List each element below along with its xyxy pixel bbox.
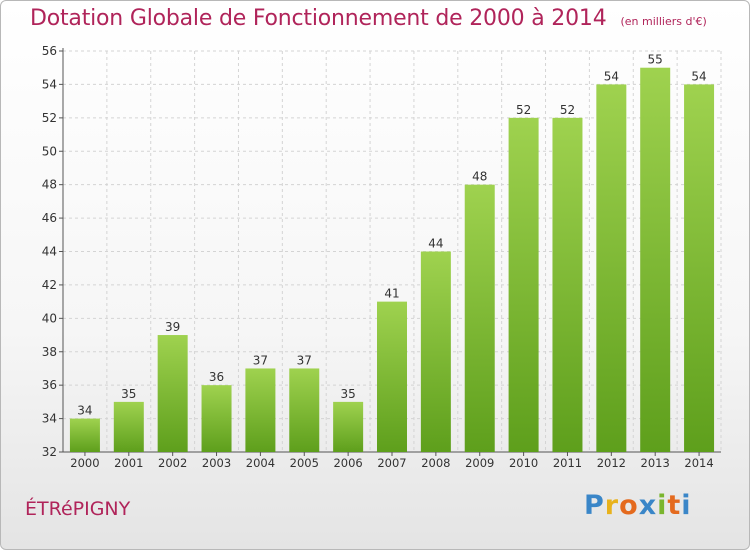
logo-letter: t <box>667 490 682 521</box>
bar <box>684 84 715 453</box>
y-tick-label: 32 <box>42 445 57 459</box>
data-label: 35 <box>121 387 136 401</box>
bar <box>113 401 144 452</box>
bar <box>552 117 583 452</box>
commune-name: ÉTRéPIGNY <box>25 498 131 520</box>
y-tick-label: 38 <box>42 345 57 359</box>
x-tick-label: 2002 <box>158 456 187 470</box>
x-tick-label: 2010 <box>509 456 538 470</box>
data-label: 41 <box>384 287 399 301</box>
data-label: 52 <box>516 103 531 117</box>
bar <box>596 84 627 453</box>
data-label: 37 <box>253 353 268 367</box>
data-label: 35 <box>340 387 355 401</box>
logo-letter: P <box>584 490 605 521</box>
data-label: 36 <box>209 370 224 384</box>
x-tick-label: 2012 <box>597 456 626 470</box>
logo-letter: i <box>657 490 668 521</box>
y-tick-label: 50 <box>42 144 57 158</box>
data-label: 54 <box>604 69 619 83</box>
data-label: 39 <box>165 320 180 334</box>
bar <box>464 184 495 452</box>
logo-letter: r <box>604 490 620 521</box>
bar <box>377 301 407 452</box>
bar <box>333 401 364 452</box>
y-tick-label: 52 <box>42 111 57 125</box>
y-tick-label: 36 <box>42 378 57 392</box>
chart-title: Dotation Globale de Fonctionnement de 20… <box>30 6 607 31</box>
data-label: 37 <box>297 353 312 367</box>
x-tick-label: 2011 <box>553 456 582 470</box>
y-tick-label: 34 <box>42 412 57 426</box>
x-tick-label: 2004 <box>246 456 275 470</box>
bar <box>157 335 188 452</box>
bars <box>69 67 715 453</box>
x-tick-label: 2005 <box>290 456 319 470</box>
x-tick-label: 2006 <box>333 456 362 470</box>
x-tick-label: 2001 <box>114 456 143 470</box>
bar <box>420 251 451 452</box>
data-label: 48 <box>472 170 487 184</box>
y-tick-label: 42 <box>42 278 57 292</box>
chart-subtitle: (en milliers d'€) <box>620 15 707 28</box>
bar <box>508 117 539 452</box>
y-tick-label: 48 <box>42 178 57 192</box>
data-label: 44 <box>428 237 443 251</box>
bar <box>201 385 232 452</box>
x-tick-label: 2014 <box>684 456 713 470</box>
y-tick-label: 46 <box>42 211 57 225</box>
x-tick-label: 2009 <box>465 456 494 470</box>
x-tick-label: 2013 <box>641 456 670 470</box>
bar <box>640 67 671 452</box>
logo-letter: o <box>619 490 639 521</box>
x-tick-label: 2000 <box>70 456 99 470</box>
labels: 32 34 36 38 40 42 44 46 48 50 52 54 56 34 2000 35 2001 39… <box>42 44 714 470</box>
x-tick-label: 2008 <box>421 456 450 470</box>
logo-letter: i <box>681 490 692 521</box>
x-tick-label: 2003 <box>202 456 231 470</box>
data-label: 34 <box>77 404 92 418</box>
data-label: 52 <box>560 103 575 117</box>
y-tick-label: 56 <box>42 44 57 58</box>
bar <box>69 418 100 452</box>
data-label: 55 <box>648 53 663 67</box>
title-row: Dotation Globale de Fonctionnement de 20… <box>30 6 707 31</box>
x-tick-label: 2007 <box>377 456 406 470</box>
bar <box>289 368 320 452</box>
data-label: 54 <box>691 69 706 83</box>
bar <box>245 368 276 452</box>
proxiti-logo: Proxiti <box>584 490 692 521</box>
y-tick-label: 40 <box>42 311 57 325</box>
y-tick-label: 44 <box>42 245 57 259</box>
y-tick-label: 54 <box>42 77 57 91</box>
logo-letter: x <box>638 490 658 521</box>
